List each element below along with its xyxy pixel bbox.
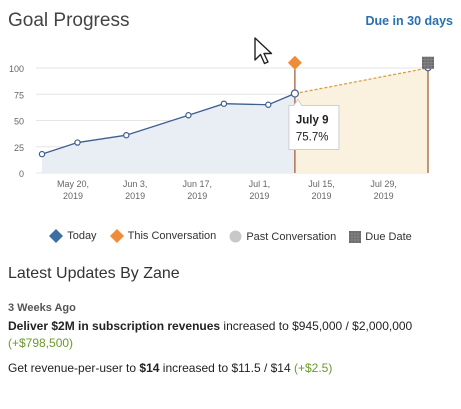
- x-tick-label: Jul 1,: [249, 179, 271, 189]
- y-tick-label: 0: [19, 169, 24, 179]
- data-point: [265, 101, 272, 108]
- data-point: [220, 100, 228, 107]
- due-date-square-pattern: [422, 56, 434, 69]
- data-point: [185, 112, 192, 119]
- tooltip-box: [288, 98, 340, 151]
- update-item: Get revenue-per-user to $14 increased to…: [8, 360, 453, 377]
- x-tick-label: 2019: [187, 191, 207, 201]
- y-tick-label: 100: [9, 64, 24, 74]
- legend-label: Past Conversation: [246, 230, 337, 243]
- today-data-point: [290, 89, 299, 98]
- update-delta: (+$2.5): [293, 361, 333, 375]
- x-tick-label: Jul 15,: [308, 179, 335, 189]
- tooltip-date: July 9: [296, 115, 329, 127]
- today-diamond-icon: [49, 229, 64, 243]
- update-timestamp: 3 Weeks Ago: [8, 302, 76, 314]
- legend-label: This Conversation: [127, 230, 217, 242]
- due-date-marker: [422, 56, 434, 69]
- goal-progress-chart: 0 25 50 75 100 May 20, 2019 Jun 3, 2019 Jun 17, 20…: [9, 55, 434, 201]
- mouse-pointer-icon: [254, 37, 273, 65]
- x-tick-label: Jul 29,: [370, 179, 397, 189]
- goal-name[interactable]: Get revenue-per-user to $14: [8, 361, 160, 375]
- due-date-link[interactable]: Due in 30 days: [365, 14, 453, 28]
- x-tick-label: 2019: [312, 191, 332, 201]
- x-tick-label: 2019: [249, 191, 269, 201]
- data-point: [74, 139, 81, 146]
- legend-today[interactable]: Today: [49, 229, 97, 243]
- goal-name[interactable]: Deliver $2M in subscription revenues: [8, 319, 221, 333]
- data-point: [123, 131, 130, 139]
- chart-legend: Today This Conversation Past Conversatio…: [0, 229, 461, 246]
- update-text: increased to $945,000 / $2,000,000: [220, 319, 413, 333]
- x-tick-label: 2019: [125, 191, 145, 201]
- page-title: Goal Progress: [8, 10, 130, 31]
- legend-label: Today: [67, 230, 97, 242]
- chart-tooltip: July 9 75.7%: [288, 98, 340, 151]
- x-tick-label: May 20,: [57, 179, 89, 189]
- y-tick-label: 75: [14, 90, 24, 100]
- past-progress-area: [42, 93, 295, 173]
- update-item: Deliver $2M in subscription revenues inc…: [8, 318, 453, 352]
- update-text: increased to $11.5 / $14: [159, 361, 294, 375]
- past-conversation-circle-icon: [229, 230, 242, 243]
- data-point: [38, 150, 46, 158]
- x-tick-label: Jun 3,: [123, 179, 148, 189]
- y-tick-label: 25: [14, 143, 24, 153]
- update-delta: (+$798,500): [8, 336, 74, 350]
- this-conversation-diamond-icon: [109, 229, 124, 243]
- latest-updates-heading: Latest Updates By Zane: [8, 265, 180, 282]
- legend-this-conversation[interactable]: This Conversation: [109, 229, 217, 243]
- this-conversation-marker: [287, 55, 302, 70]
- x-tick-label: Jun 17,: [183, 179, 213, 189]
- legend-label: Due Date: [365, 231, 412, 243]
- projection-line: [294, 67, 429, 95]
- due-date-square-icon: [349, 231, 362, 243]
- x-tick-label: 2019: [63, 191, 83, 201]
- goal-progress-header: Goal Progress Due in 30 days: [8, 10, 453, 36]
- tooltip-value: 75.7%: [296, 132, 329, 144]
- x-tick-label: 2019: [374, 191, 394, 201]
- y-tick-label: 50: [14, 117, 24, 127]
- legend-past-conversation[interactable]: Past Conversation: [229, 230, 336, 243]
- legend-due-date[interactable]: Due Date: [349, 231, 412, 243]
